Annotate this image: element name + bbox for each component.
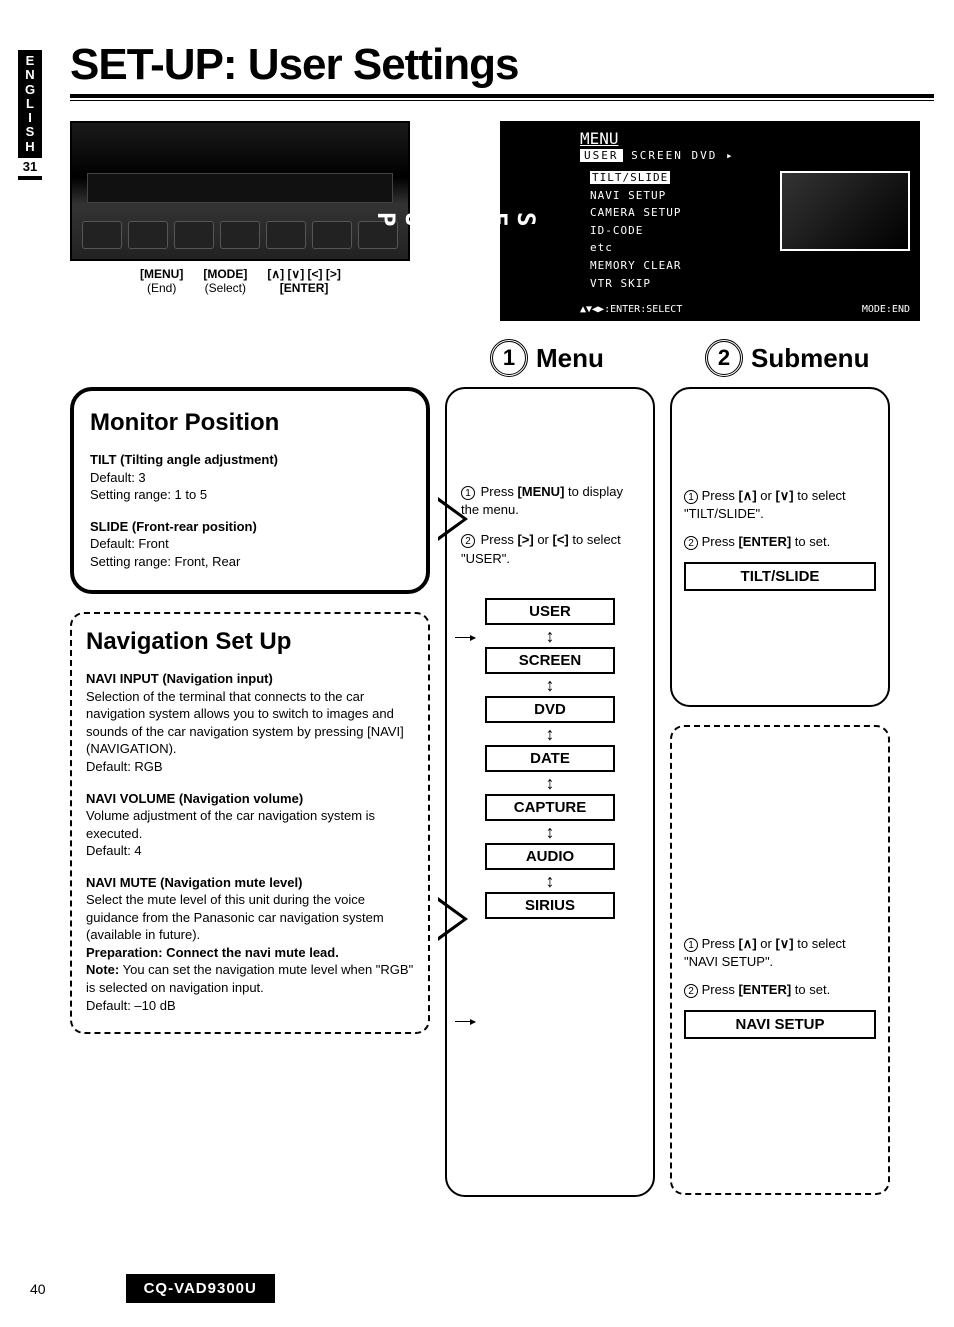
- monitor-position-title: Monitor Position: [90, 409, 410, 437]
- sub-instr-2: 2 Press [ENTER] to set.: [684, 533, 876, 551]
- screen-item-camera: CAMERA SETUP: [590, 204, 681, 222]
- arrows-label: [∧] [∨] [<] [>]: [267, 267, 341, 281]
- screen-item-idcode: ID-CODE: [590, 222, 681, 240]
- chain-sirius: SIRIUS: [485, 892, 615, 919]
- screen-tab-screen: SCREEN: [631, 149, 683, 162]
- screen-item-etc: etc: [590, 239, 681, 257]
- screen-photo: SET·UP MENU USER SCREEN DVD ▸ TILT/SLIDE…: [500, 121, 920, 321]
- chain-capture: CAPTURE: [485, 794, 615, 821]
- chain-screen: SCREEN: [485, 647, 615, 674]
- step-1-label: Menu: [536, 343, 604, 374]
- screen-tab-user: USER: [580, 149, 623, 162]
- menu-sub: (End): [147, 281, 176, 295]
- screen-footer-left: ▲▼◀▶:ENTER:SELECT: [580, 304, 682, 315]
- title-rule: [70, 94, 934, 101]
- screen-footer-right: MODE:END: [862, 304, 910, 315]
- screen-menu-items: TILT/SLIDE NAVI SETUP CAMERA SETUP ID-CO…: [590, 169, 681, 292]
- screen-item-memory: MEMORY CLEAR: [590, 257, 681, 275]
- navi-mute-note: You can set the navigation mute level wh…: [86, 962, 413, 995]
- menu-column: 1 Press [MENU] to display the menu. 2 Pr…: [445, 387, 655, 1197]
- navi-mute-prep: Preparation: Connect the navi mute lead.: [86, 945, 339, 960]
- navigation-title: Navigation Set Up: [86, 628, 414, 656]
- sub-instr-3: 1 Press [∧] or [∨] to select "NAVI SETUP…: [684, 935, 876, 971]
- tilt-default: Default: 3: [90, 469, 410, 487]
- slide-label: SLIDE (Front-rear position): [90, 518, 410, 536]
- step-2-icon: 2: [705, 339, 743, 377]
- navi-volume-label: NAVI VOLUME (Navigation volume): [86, 790, 414, 808]
- menu-chain: USER ↕ SCREEN ↕ DVD ↕ DATE ↕ CAPTURE ↕ A…: [457, 598, 643, 919]
- submenu-top-box: 1 Press [∧] or [∨] to select "TILT/SLIDE…: [670, 387, 890, 707]
- navi-volume-default: Default: 4: [86, 842, 414, 860]
- screen-footer: ▲▼◀▶:ENTER:SELECT MODE:END: [580, 304, 910, 315]
- sub-instr-1: 1 Press [∧] or [∨] to select "TILT/SLIDE…: [684, 487, 876, 523]
- mode-sub: (Select): [205, 281, 246, 295]
- navi-mute-text: Select the mute level of this unit durin…: [86, 891, 414, 944]
- page-footer: 40 CQ-VAD9300U: [30, 1274, 275, 1303]
- mode-label: [MODE]: [203, 267, 247, 281]
- tilt-slide-box: TILT/SLIDE: [684, 562, 876, 591]
- slide-range: Setting range: Front, Rear: [90, 553, 410, 571]
- chain-user: USER: [485, 598, 615, 625]
- screen-tab-dvd: DVD ▸: [692, 149, 735, 162]
- navi-input-default: Default: RGB: [86, 758, 414, 776]
- sub-instr-4: 2 Press [ENTER] to set.: [684, 981, 876, 999]
- screen-tabs: USER SCREEN DVD ▸: [580, 149, 735, 162]
- menu-instr-1: 1 Press [MENU] to display the menu.: [457, 483, 643, 519]
- navi-mute-default: Default: –10 dB: [86, 997, 414, 1015]
- language-tab: ENGLISH 31: [18, 50, 42, 180]
- enter-label: [ENTER]: [280, 281, 329, 295]
- monitor-position-box: Monitor Position TILT (Tilting angle adj…: [70, 387, 430, 594]
- step-2-header: 2 Submenu: [705, 339, 869, 377]
- model-badge: CQ-VAD9300U: [126, 1274, 275, 1303]
- device-button-labels: [MENU](End) [MODE](Select) [∧] [∨] [<] […: [70, 267, 440, 295]
- menu-label: [MENU]: [140, 267, 183, 281]
- screen-illustration-area: SET·UP MENU USER SCREEN DVD ▸ TILT/SLIDE…: [500, 121, 920, 321]
- slide-default: Default: Front: [90, 535, 410, 553]
- side-page-num: 31: [18, 158, 42, 176]
- page-number: 40: [30, 1281, 46, 1297]
- tilt-range: Setting range: 1 to 5: [90, 486, 410, 504]
- step-2-label: Submenu: [751, 343, 869, 374]
- navi-mute-label: NAVI MUTE (Navigation mute level): [86, 874, 414, 892]
- menu-instr-2: 2 Press [>] or [<] to select "USER".: [457, 531, 643, 567]
- navi-input-label: NAVI INPUT (Navigation input): [86, 670, 414, 688]
- navi-volume-text: Volume adjustment of the car navigation …: [86, 807, 414, 842]
- tilt-label: TILT (Tilting angle adjustment): [90, 451, 410, 469]
- chain-date: DATE: [485, 745, 615, 772]
- screen-menu-title: MENU: [580, 129, 619, 148]
- submenu-bottom-box: 1 Press [∧] or [∨] to select "NAVI SETUP…: [670, 725, 890, 1195]
- navigation-box: Navigation Set Up NAVI INPUT (Navigation…: [70, 612, 430, 1034]
- lang-letters: ENGLISH: [18, 54, 42, 154]
- screen-item-tilt: TILT/SLIDE: [590, 171, 670, 184]
- screen-preview: [780, 171, 910, 251]
- device-photo: [70, 121, 410, 261]
- screen-item-navi: NAVI SETUP: [590, 187, 681, 205]
- screen-item-vtr: VTR SKIP: [590, 275, 681, 293]
- navi-input-text: Selection of the terminal that connects …: [86, 688, 414, 758]
- navi-setup-box: NAVI SETUP: [684, 1010, 876, 1039]
- page-title: SET-UP: User Settings: [70, 40, 934, 90]
- screen-side-label: SET·UP: [504, 125, 540, 317]
- step-1-icon: 1: [490, 339, 528, 377]
- chain-dvd: DVD: [485, 696, 615, 723]
- step-1-header: 1 Menu: [490, 339, 690, 377]
- chain-audio: AUDIO: [485, 843, 615, 870]
